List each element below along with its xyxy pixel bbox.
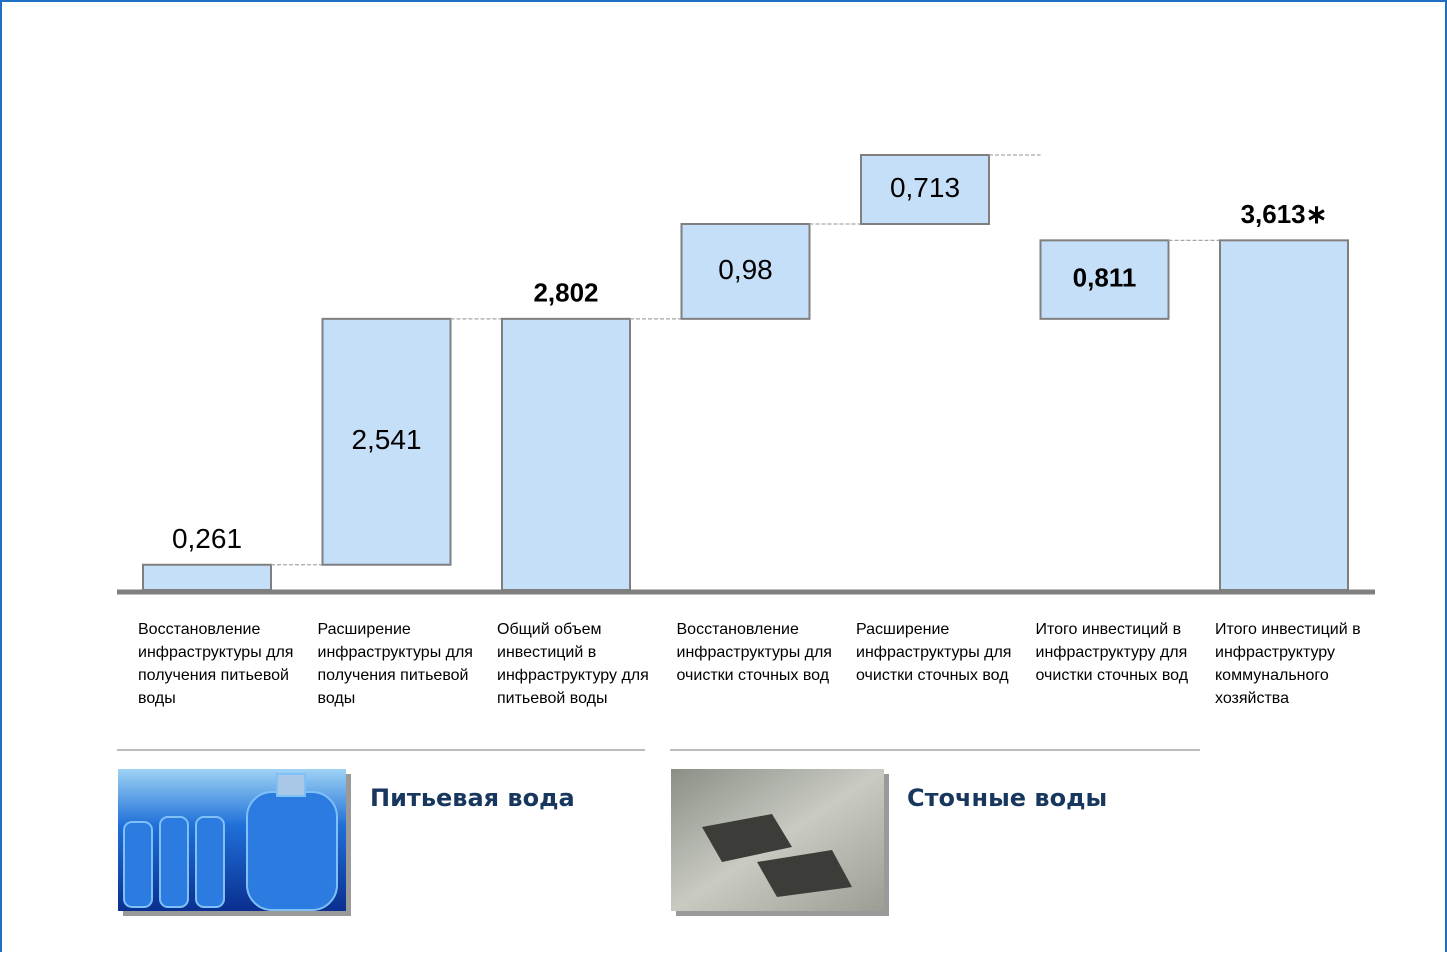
bar [1220,240,1348,590]
category-label: Расширение инфраструктуры для очистки ст… [856,618,1014,687]
category-label: Общий объем инвестиций в инфраструктуру … [497,618,655,710]
chart: 0,261 2,541 2,802 0,98 0,713 0,811 3,613∗ [2,2,1445,952]
group-title: Сточные воды [907,784,1107,812]
value-label: 0,811 [1073,262,1137,292]
page: 0,261 2,541 2,802 0,98 0,713 0,811 3,613∗ Пить… [0,0,1447,952]
value-label: 3,613∗ [1241,199,1328,229]
group-title: Питьевая вода [370,784,575,812]
category-label: Расширение инфраструктуры для получения … [318,618,476,710]
category-label: Восстановление инфраструктуры для очистк… [677,618,835,687]
value-label: 0,98 [718,254,773,285]
value-label: 2,802 [533,278,598,308]
value-label: 2,541 [351,424,421,455]
bar [143,565,271,590]
bar [502,319,630,590]
category-label: Итого инвестиций в инфраструктуру для оч… [1036,618,1194,687]
value-label: 0,713 [890,172,960,203]
category-label: Восстановление инфраструктуры для получе… [138,618,296,710]
category-label: Итого инвестиций в инфраструктуру коммун… [1215,618,1373,710]
value-label: 0,261 [172,523,242,554]
